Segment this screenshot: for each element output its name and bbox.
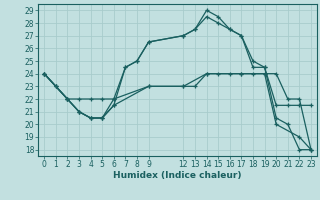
X-axis label: Humidex (Indice chaleur): Humidex (Indice chaleur) [113, 171, 242, 180]
